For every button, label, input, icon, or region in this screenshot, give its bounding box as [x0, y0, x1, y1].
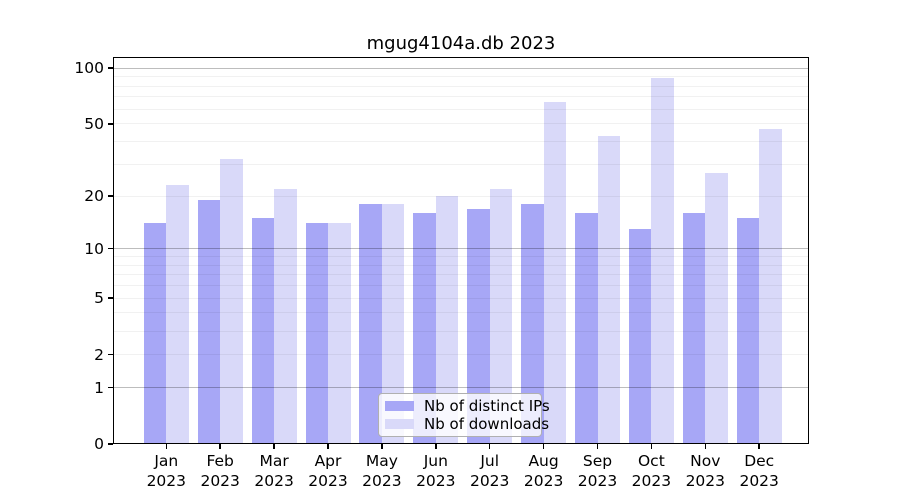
x-tick-label: Dec 2023 [739, 452, 779, 490]
x-tick [542, 444, 545, 449]
x-tick [273, 444, 275, 449]
y-tick-label: 0 [94, 435, 104, 453]
bar-distinct-ips-jun [413, 213, 436, 444]
y-tick [108, 386, 113, 389]
bar-distinct-ips-apr [305, 223, 328, 444]
minor-gridline [113, 141, 809, 143]
bar-downloads-nov [705, 172, 728, 444]
x-tick-label: Jul 2023 [469, 452, 510, 490]
bar-downloads-mar [274, 188, 297, 444]
legend-swatch-distinct-ips [385, 400, 414, 411]
bar-downloads-dec [759, 128, 782, 444]
minor-gridline [113, 123, 809, 125]
x-tick-label: Oct 2023 [631, 452, 672, 490]
x-tick [327, 444, 329, 449]
bar-downloads-aug [543, 101, 567, 444]
x-tick [435, 444, 437, 449]
y-tick [108, 123, 113, 125]
legend-swatch-downloads [385, 419, 414, 430]
bar-distinct-ips-oct [628, 229, 652, 444]
bar-downloads-oct [651, 77, 674, 444]
bar-distinct-ips-sep [575, 213, 598, 444]
x-tick-label: Aug 2023 [523, 452, 564, 490]
x-tick [165, 444, 168, 449]
bar-downloads-sep [597, 135, 620, 444]
x-tick [650, 444, 653, 449]
y-tick [108, 195, 113, 197]
minor-gridline [113, 76, 809, 78]
major-gridline [113, 67, 809, 69]
x-tick-label: May 2023 [362, 452, 402, 490]
x-tick-label: Feb 2023 [200, 452, 240, 490]
legend: Nb of distinct IPs Nb of downloads [378, 393, 550, 437]
x-tick-label: Sep 2023 [577, 452, 618, 490]
legend-label-downloads: Nb of downloads [424, 415, 550, 434]
x-tick-label: Nov 2023 [685, 452, 726, 490]
bar-distinct-ips-may [359, 204, 382, 444]
bar-distinct-ips-dec [736, 218, 760, 444]
x-tick-label: Mar 2023 [254, 452, 294, 490]
x-tick-label: Apr 2023 [308, 452, 348, 490]
bar-distinct-ips-jan [143, 223, 167, 444]
legend-item-downloads: Nb of downloads [385, 415, 549, 433]
y-tick [108, 247, 113, 250]
y-tick-label: 5 [94, 289, 104, 308]
bar-downloads-apr [328, 223, 351, 444]
legend-item-distinct-ips: Nb of distinct IPs [385, 397, 550, 415]
minor-gridline [113, 96, 809, 98]
bar-distinct-ips-mar [251, 218, 275, 444]
x-tick [381, 444, 383, 449]
y-tick-label: 2 [94, 345, 104, 364]
bar-downloads-jun [435, 196, 459, 444]
bar-downloads-may [381, 204, 405, 444]
bar-downloads-jan [166, 185, 189, 444]
y-tick-label: 10 [84, 239, 104, 258]
x-tick [596, 444, 599, 449]
bar-distinct-ips-aug [521, 204, 544, 444]
y-tick [108, 353, 113, 356]
x-tick [758, 444, 760, 449]
bar-downloads-feb [220, 159, 243, 444]
x-tick [704, 444, 707, 449]
minor-gridline [113, 163, 809, 165]
y-tick [108, 443, 113, 445]
y-tick-label: 20 [84, 187, 104, 206]
bar-distinct-ips-feb [197, 200, 221, 444]
x-tick [488, 444, 491, 449]
bar-distinct-ips-nov [682, 213, 706, 444]
legend-label-distinct-ips: Nb of distinct IPs [424, 396, 550, 415]
y-tick [108, 67, 113, 69]
x-tick-label: Jun 2023 [416, 452, 456, 490]
y-tick [108, 297, 113, 299]
y-tick-label: 50 [84, 114, 104, 133]
minor-gridline [113, 108, 809, 110]
y-tick-label: 1 [94, 378, 104, 397]
chart-title: mgug4104a.db 2023 [366, 33, 556, 54]
minor-gridline [113, 85, 809, 87]
x-tick [219, 444, 221, 449]
bar-distinct-ips-jul [467, 208, 490, 444]
bar-downloads-jul [489, 188, 513, 444]
x-tick-label: Jan 2023 [146, 452, 187, 490]
y-tick-label: 100 [74, 59, 104, 78]
